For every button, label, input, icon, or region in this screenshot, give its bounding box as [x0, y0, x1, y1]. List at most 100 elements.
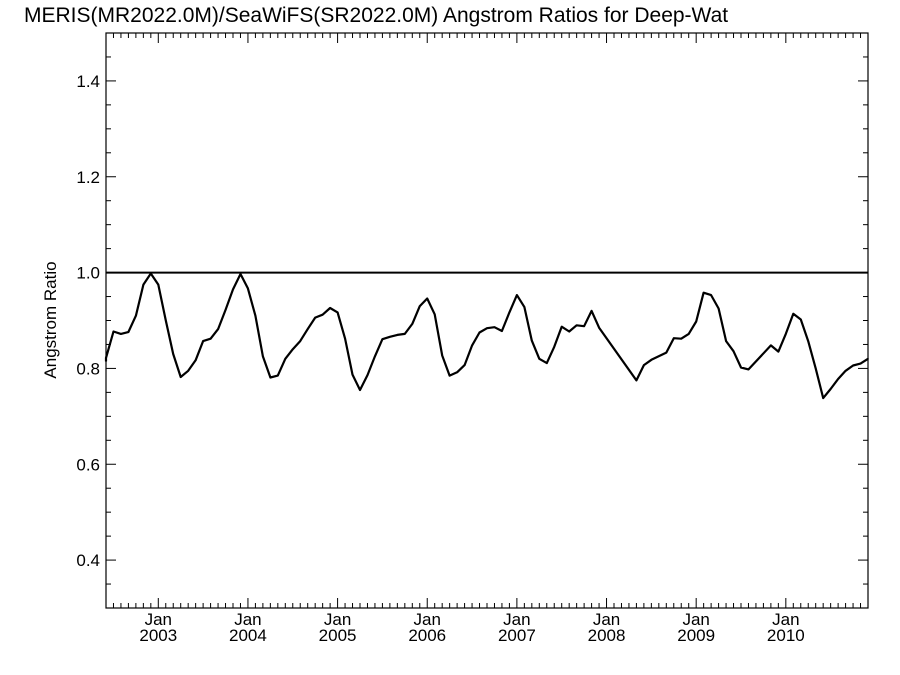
data-point	[777, 350, 780, 353]
data-point	[822, 397, 824, 399]
data-point	[680, 337, 683, 340]
data-point	[314, 316, 316, 319]
data-point	[672, 337, 675, 340]
data-point	[867, 358, 869, 360]
data-point	[239, 273, 242, 275]
data-point	[538, 358, 541, 360]
x-tick-label-month: Jan	[593, 610, 620, 629]
x-tick-label-year: 2008	[588, 626, 626, 645]
data-point	[725, 340, 727, 342]
data-point	[717, 307, 720, 310]
data-point	[224, 309, 227, 311]
data-point	[508, 311, 511, 314]
x-tick-label-year: 2010	[767, 626, 805, 645]
y-axis-label: Angstrom Ratio	[41, 261, 60, 378]
data-point	[426, 297, 429, 300]
data-point	[710, 294, 712, 296]
data-point	[291, 348, 294, 351]
data-point	[486, 327, 488, 329]
data-point	[523, 306, 526, 308]
data-point	[217, 328, 219, 330]
x-tick-label-month: Jan	[234, 610, 261, 629]
data-point	[844, 370, 847, 372]
data-point	[799, 318, 802, 321]
data-point	[441, 354, 443, 357]
data-point	[112, 330, 115, 333]
data-point	[336, 311, 339, 314]
data-point	[164, 319, 167, 322]
data-point	[598, 326, 600, 329]
data-point	[404, 333, 406, 335]
data-point	[262, 355, 264, 358]
y-tick-label: 0.6	[76, 455, 100, 474]
x-tick-label-year: 2007	[498, 626, 536, 645]
x-tick-label-month: Jan	[414, 610, 441, 629]
data-point	[187, 370, 189, 372]
x-tick-label-month: Jan	[682, 610, 709, 629]
data-point	[456, 371, 458, 374]
data-point	[359, 389, 361, 391]
data-point	[418, 305, 421, 307]
data-point	[269, 376, 272, 379]
data-point	[837, 378, 839, 380]
x-tick-label-year: 2005	[319, 626, 357, 645]
data-point	[859, 362, 862, 365]
data-point	[374, 355, 376, 358]
data-point	[792, 312, 795, 315]
y-tick-label: 0.4	[76, 551, 100, 570]
x-tick-label-month: Jan	[145, 610, 172, 629]
data-point	[478, 331, 481, 334]
x-tick-label-month: Jan	[503, 610, 530, 629]
data-point	[695, 320, 697, 323]
series-line	[104, 272, 869, 400]
x-tick-label-year: 2006	[408, 626, 446, 645]
data-point	[814, 367, 817, 370]
data-point	[247, 287, 249, 290]
data-point	[389, 335, 391, 338]
data-point	[381, 338, 384, 340]
data-point	[635, 379, 638, 382]
data-point	[553, 346, 556, 348]
data-point	[172, 353, 175, 355]
x-tick-label-year: 2004	[229, 626, 267, 645]
data-point	[807, 340, 810, 342]
data-point	[643, 364, 645, 366]
data-point	[575, 324, 578, 327]
data-point	[321, 313, 324, 316]
x-tick-label-month: Jan	[772, 610, 799, 629]
data-point	[209, 337, 212, 340]
data-point	[501, 330, 503, 332]
data-point	[329, 307, 331, 309]
data-point	[366, 374, 369, 376]
axis-ticks	[105, 32, 869, 609]
data-point	[277, 374, 279, 377]
data-point	[545, 362, 548, 364]
y-tick-label: 1.0	[76, 264, 100, 283]
data-point	[583, 325, 585, 328]
data-point	[105, 357, 107, 359]
data-point	[306, 328, 309, 330]
data-point	[299, 340, 302, 342]
data-point	[852, 364, 854, 367]
data-point	[254, 314, 257, 317]
data-point	[463, 364, 466, 366]
data-point	[157, 283, 160, 286]
data-point	[194, 359, 197, 362]
y-tick-label: 0.8	[76, 359, 100, 378]
data-point	[411, 323, 414, 325]
data-point	[433, 313, 436, 316]
data-point	[665, 351, 668, 354]
data-point	[732, 350, 735, 352]
data-point	[770, 344, 772, 347]
data-point	[142, 283, 145, 286]
data-point	[516, 294, 518, 296]
data-point	[740, 366, 742, 369]
data-point	[150, 272, 152, 275]
data-points	[105, 272, 869, 399]
y-tick-label: 1.2	[76, 168, 100, 187]
data-point	[120, 333, 122, 335]
data-point	[396, 334, 399, 336]
data-point	[471, 344, 473, 347]
x-tick-label-year: 2003	[139, 626, 177, 645]
